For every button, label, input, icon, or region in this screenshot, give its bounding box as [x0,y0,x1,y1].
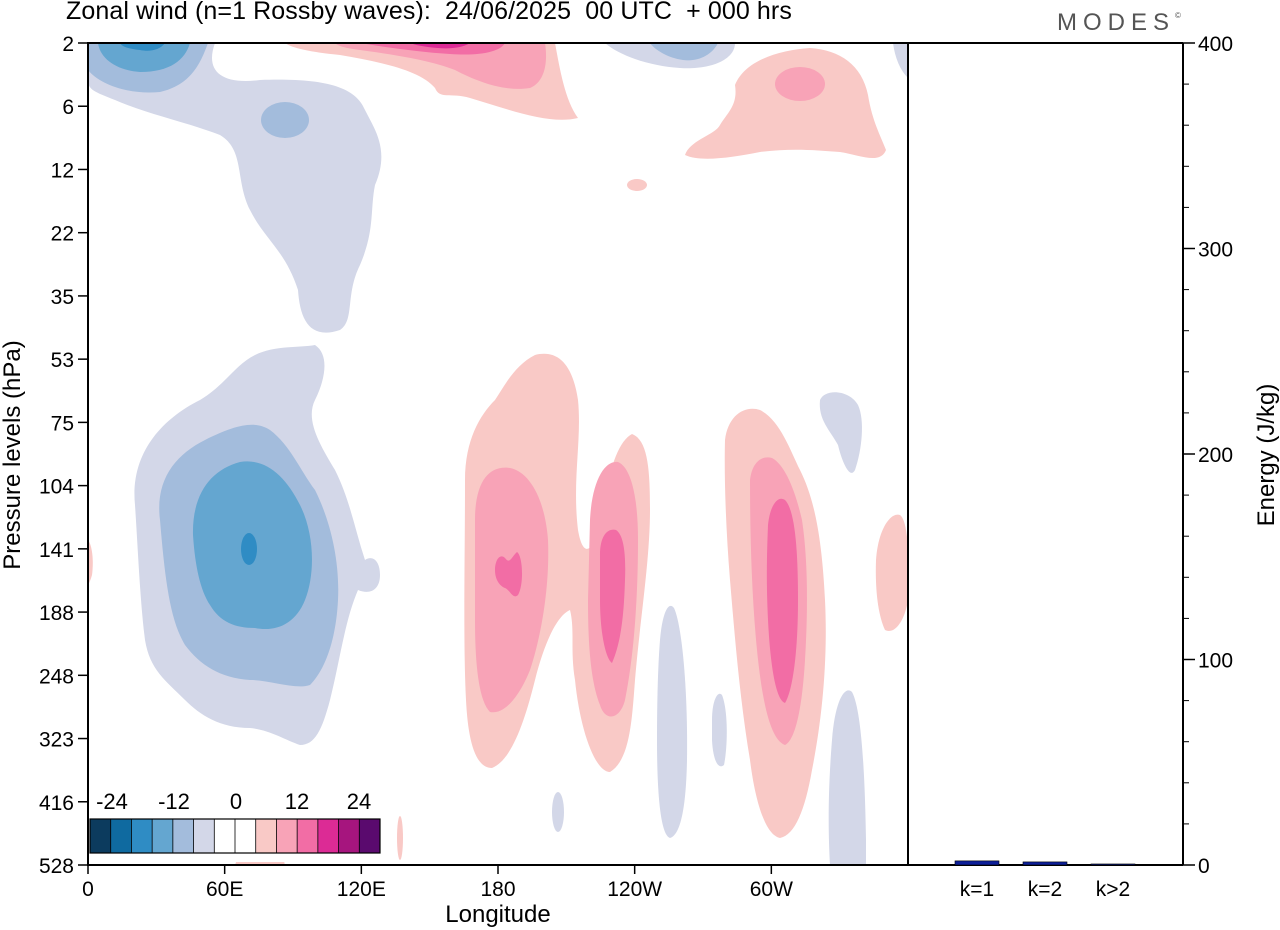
contour-neg-streak-2 [712,693,727,767]
contour-neg-upper-right-l2 [650,43,718,61]
contour-pos-upper-right-l2 [775,67,825,101]
colorbar-swatch [338,819,360,853]
y-tick-label: 141 [39,539,74,562]
x-axis-title: Longitude [445,901,550,928]
contour-pos-tiny [397,816,403,860]
colorbar-swatch [317,819,340,853]
y-tick-label: 35 [51,286,74,309]
y-tick-label: 22 [51,223,74,246]
copyright-mark: © [1175,11,1181,20]
energy-tick-label: 200 [1198,444,1233,467]
chart-title: Zonal wind (n=1 Rossby waves): 24/06/202… [66,0,792,25]
colorbar-swatch [172,819,195,853]
y-tick-label: 53 [51,349,74,372]
contour-pos-tower1-core [495,552,523,597]
energy-bar [954,860,1000,866]
contour-neg-upper-level4 [120,43,165,51]
colorbar-swatch [90,819,112,853]
colorbar-swatch [193,819,215,853]
energy-tick-label: 400 [1198,33,1233,56]
colorbar-swatch [255,819,277,853]
y-tick-label: 75 [51,412,74,435]
colorbar-frame [89,818,381,854]
longitude-axis: 0 60E 120E 180 120W 60W [82,865,793,901]
x-tick-label: 0 [82,878,94,901]
colorbar-label-2: -12 [158,789,190,814]
bar-category-label: k=1 [960,878,994,901]
contour-neg-upper-edge [893,43,908,78]
colorbar-swatch [297,819,319,853]
colorbar-swatch [359,819,381,853]
y-tick-label: 248 [39,665,74,688]
colorbar-swatch [276,819,298,853]
contour-neg-streak-4 [828,690,866,865]
contour-neg-upper-level3 [98,43,190,72]
y-axis-title: Pressure levels (hPa) [0,340,26,569]
y-tick-label: 188 [39,602,74,625]
contour-pos-upper-level3 [360,43,505,55]
colorbar-swatches [90,819,381,853]
x-tick-label: 180 [480,878,515,901]
colorbar-label-4: 12 [285,789,309,814]
bar-category-label: k>2 [1096,878,1130,901]
y-tick-label: 416 [39,792,74,815]
x-tick-label: 120E [337,878,386,901]
bar-category-label: k=2 [1028,878,1062,901]
colorbar-label-3: 0 [230,789,242,814]
colorbar-label-1: -24 [96,789,128,814]
contour-pos-edge-right [875,514,909,631]
y-tick-label: 6 [62,96,74,119]
brand-name: MODES [1057,9,1176,36]
contour-pos-tower2-level3 [600,529,626,663]
pressure-axis: 2 6 12 22 35 53 75 104 141 188 248 323 416 528 [39,33,88,878]
colorbar: -24 -12 0 12 24 [88,782,384,862]
colorbar-swatch [131,819,153,853]
contour-neg-lower-core [241,533,257,565]
y-tick-label: 12 [51,159,74,182]
colorbar-swatch [110,819,132,853]
energy-axis-title: Energy (J/kg) [1253,384,1280,527]
colorbar-swatch [235,819,257,853]
energy-tick-label: 300 [1198,239,1233,262]
y-tick-label: 2 [62,33,74,56]
x-tick-label: 120W [607,878,662,901]
contour-pos-edge-left [88,540,93,585]
energy-axis: 0 100 200 300 400 [1183,33,1233,878]
contour-neg-streak-5 [819,392,862,473]
contour-neg-streak-1 [657,605,688,838]
energy-tick-label: 0 [1198,855,1210,878]
colorbar-swatch [152,819,174,853]
x-tick-label: 60E [206,878,243,901]
colorbar-label-5: 24 [347,789,371,814]
contour-neg-streak-3 [552,792,564,832]
energy-bars: k=1 k=2 k>2 [954,860,1136,901]
contour-plot [88,43,909,865]
energy-bar [1090,863,1136,866]
contour-pos-upper-right [685,48,886,159]
contour-pos-upper-level2 [335,43,547,89]
energy-tick-label: 100 [1198,650,1233,673]
colorbar-swatch [214,819,236,853]
x-tick-label: 60W [750,878,793,901]
contour-pos-small [627,179,647,191]
contour-pos-upper-level4 [410,43,470,49]
contour-pos-tower3-level3 [766,498,798,703]
brand-logo: MODES© [1057,9,1181,37]
y-tick-label: 323 [39,729,74,752]
y-tick-label: 528 [39,855,74,878]
contour-neg-upper-blob [261,102,309,138]
energy-bar [1022,861,1068,866]
y-tick-label: 104 [39,476,74,499]
